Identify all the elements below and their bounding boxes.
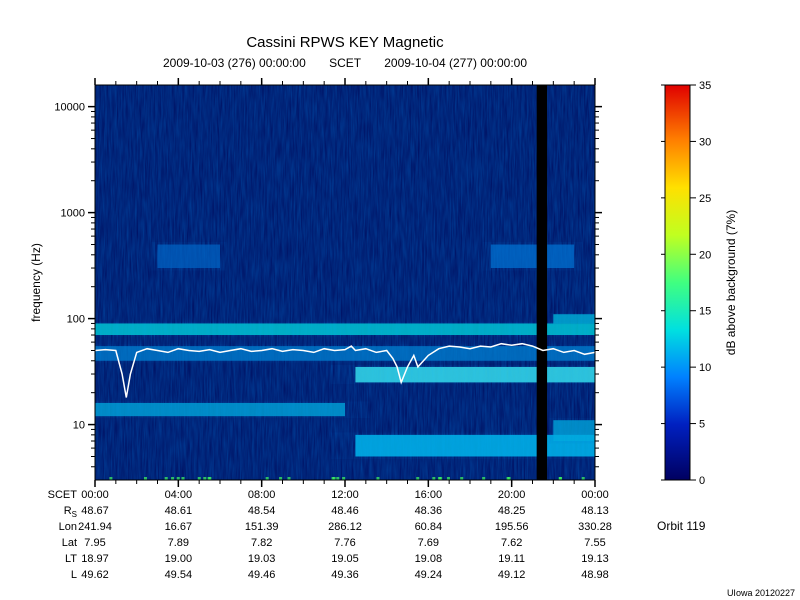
ephem-cell: 49.12 bbox=[498, 569, 526, 581]
ephem-row-label: RS bbox=[64, 505, 77, 519]
ephem-cell: 330.28 bbox=[578, 521, 612, 533]
ephem-cell: 48.25 bbox=[498, 505, 526, 517]
ephem-cell: 49.36 bbox=[331, 569, 359, 581]
ephem-cell: 19.05 bbox=[331, 553, 359, 565]
ephem-cell: 286.12 bbox=[328, 521, 362, 533]
ephem-row-label: Lon bbox=[59, 521, 77, 533]
chart-title: Cassini RPWS KEY Magnetic bbox=[246, 34, 444, 51]
colorbar-label: dB above background (7%) bbox=[724, 210, 738, 355]
title-group: Cassini RPWS KEY Magnetic 2009-10-03 (27… bbox=[163, 34, 527, 70]
ephem-cell: 16:00 bbox=[415, 489, 443, 501]
y-axis-label: frequency (Hz) bbox=[29, 243, 43, 322]
svg-text:25: 25 bbox=[699, 193, 711, 205]
ephem-cell: 19.11 bbox=[498, 553, 525, 565]
svg-text:35: 35 bbox=[699, 80, 711, 92]
ephem-cell: 49.54 bbox=[165, 569, 193, 581]
orbit-label: Orbit 119 bbox=[657, 519, 706, 533]
ephem-cell: 08:00 bbox=[248, 489, 276, 501]
ephem-cell: 19.13 bbox=[581, 553, 609, 565]
ephem-row-label: L bbox=[71, 569, 77, 581]
ephem-cell: 48.36 bbox=[415, 505, 443, 517]
ephem-cell: 16.67 bbox=[165, 521, 193, 533]
ephem-row-label: Lat bbox=[62, 537, 77, 549]
corner-credit: UIowa 20120227 bbox=[727, 588, 795, 598]
svg-text:100: 100 bbox=[67, 314, 85, 326]
chart-subtitle: 2009-10-03 (276) 00:00:00 SCET 2009-10-0… bbox=[163, 56, 527, 70]
ephem-cell: 04:00 bbox=[165, 489, 193, 501]
svg-text:1000: 1000 bbox=[61, 208, 85, 220]
ephem-cell: 151.39 bbox=[245, 521, 279, 533]
svg-text:0: 0 bbox=[699, 475, 705, 487]
ephem-cell: 7.95 bbox=[84, 537, 105, 549]
svg-text:10: 10 bbox=[73, 420, 85, 432]
ephem-cell: 7.89 bbox=[168, 537, 189, 549]
svg-text:30: 30 bbox=[699, 136, 711, 148]
ephem-cell: 48.54 bbox=[248, 505, 276, 517]
ephem-cell: 18.97 bbox=[81, 553, 109, 565]
ephem-cell: 7.69 bbox=[418, 537, 439, 549]
ephem-cell: 48.46 bbox=[331, 505, 359, 517]
svg-text:10: 10 bbox=[699, 362, 711, 374]
ephem-cell: 49.24 bbox=[415, 569, 443, 581]
plot-canvas: Cassini RPWS KEY Magnetic 2009-10-03 (27… bbox=[0, 0, 800, 600]
ephem-row-label: SCET bbox=[48, 489, 78, 501]
ephem-cell: 19.03 bbox=[248, 553, 276, 565]
ephem-cell: 20:00 bbox=[498, 489, 526, 501]
ephem-cell: 48.13 bbox=[581, 505, 609, 517]
svg-text:10000: 10000 bbox=[54, 102, 85, 114]
ephem-cell: 49.62 bbox=[81, 569, 109, 581]
ephem-cell: 7.82 bbox=[251, 537, 272, 549]
ephem-cell: 48.61 bbox=[165, 505, 193, 517]
svg-text:15: 15 bbox=[699, 306, 711, 318]
ephem-cell: 48.98 bbox=[581, 569, 609, 581]
ephem-cell: 49.46 bbox=[248, 569, 276, 581]
ephem-cell: 48.67 bbox=[81, 505, 109, 517]
ephem-cell: 00:00 bbox=[581, 489, 609, 501]
colorbar: 0 5 10 15 20 25 30 35 dB above background (7%) bbox=[661, 80, 738, 487]
ephem-cell: 7.62 bbox=[501, 537, 522, 549]
ephem-cell: 7.76 bbox=[334, 537, 355, 549]
ephem-cell: 7.55 bbox=[584, 537, 605, 549]
svg-text:5: 5 bbox=[699, 419, 705, 431]
ephem-cell: 195.56 bbox=[495, 521, 529, 533]
ephem-cell: 241.94 bbox=[78, 521, 112, 533]
ephem-cell: 60.84 bbox=[415, 521, 443, 533]
ephem-cell: 19.00 bbox=[165, 553, 193, 565]
svg-text:20: 20 bbox=[699, 249, 711, 261]
spectrogram-panel bbox=[95, 85, 595, 480]
ephem-cell: 19.08 bbox=[415, 553, 443, 565]
ephem-cell: 12:00 bbox=[331, 489, 359, 501]
ephem-cell: 00:00 bbox=[81, 489, 109, 501]
ephemeris-table: SCET00:0004:0008:0012:0016:0020:0000:00R… bbox=[48, 489, 612, 581]
ephem-row-label: LT bbox=[65, 553, 77, 565]
